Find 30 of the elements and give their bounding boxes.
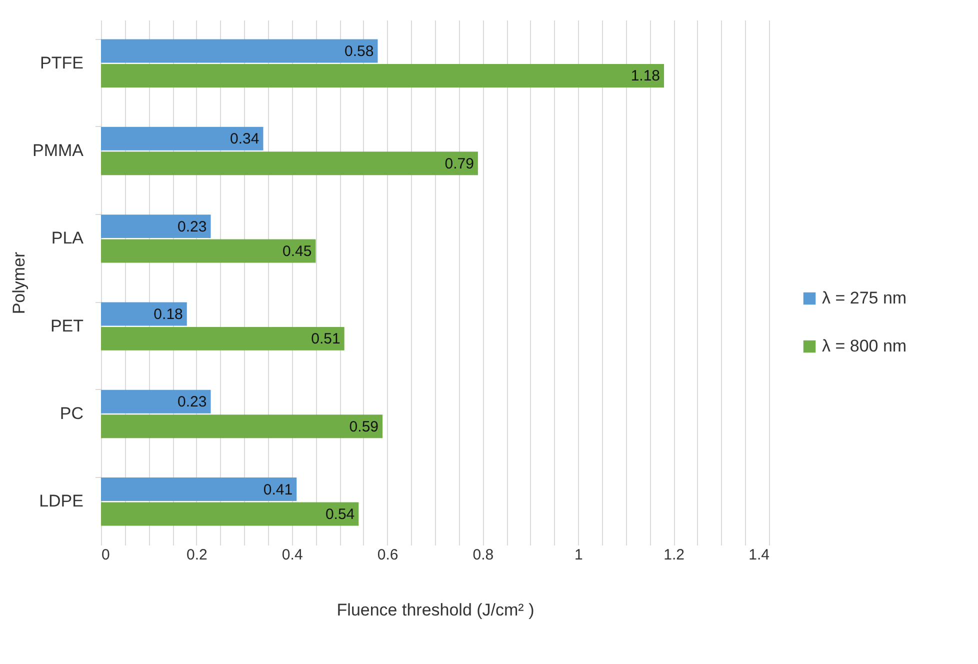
x-tick-label: 1.2 xyxy=(664,546,684,564)
data-label: 0.51 xyxy=(311,330,340,348)
y-tick-label: LDPE xyxy=(39,492,84,511)
data-label: 1.18 xyxy=(630,68,660,85)
y-tick-label: PTFE xyxy=(40,53,84,72)
x-tick-label: 0.6 xyxy=(377,546,398,564)
data-label: 0.23 xyxy=(178,394,207,411)
x-tick-label: 0.8 xyxy=(472,546,494,564)
x-tick-label: 0.4 xyxy=(282,546,303,564)
y-tick-label: PMMA xyxy=(32,141,84,160)
x-tick-label: 1 xyxy=(574,546,583,564)
x-tick-label: 1.4 xyxy=(748,546,770,564)
data-label: 0.34 xyxy=(230,130,260,148)
data-label: 0.41 xyxy=(263,481,293,498)
y-tick-label: PLA xyxy=(51,228,84,248)
y-tick-label: PC xyxy=(60,404,84,423)
data-label: 0.79 xyxy=(444,155,474,172)
x-tick-label: 0.2 xyxy=(186,546,208,564)
y-tick-label: PET xyxy=(50,316,84,336)
legend-label: λ = 275 nm xyxy=(822,288,907,308)
data-label: 0.54 xyxy=(325,506,355,523)
data-label: 0.23 xyxy=(178,218,207,236)
data-label: 0.58 xyxy=(344,43,374,60)
y-axis-title: Polymer xyxy=(10,251,28,314)
x-tick-label: 0 xyxy=(102,546,110,564)
legend-label: λ = 800 nm xyxy=(822,336,907,356)
data-label: 0.59 xyxy=(349,418,379,436)
x-axis-title: Fluence threshold (J/cm² ) xyxy=(336,600,534,620)
data-label: 0.45 xyxy=(282,243,312,260)
data-label: 0.18 xyxy=(154,306,183,323)
